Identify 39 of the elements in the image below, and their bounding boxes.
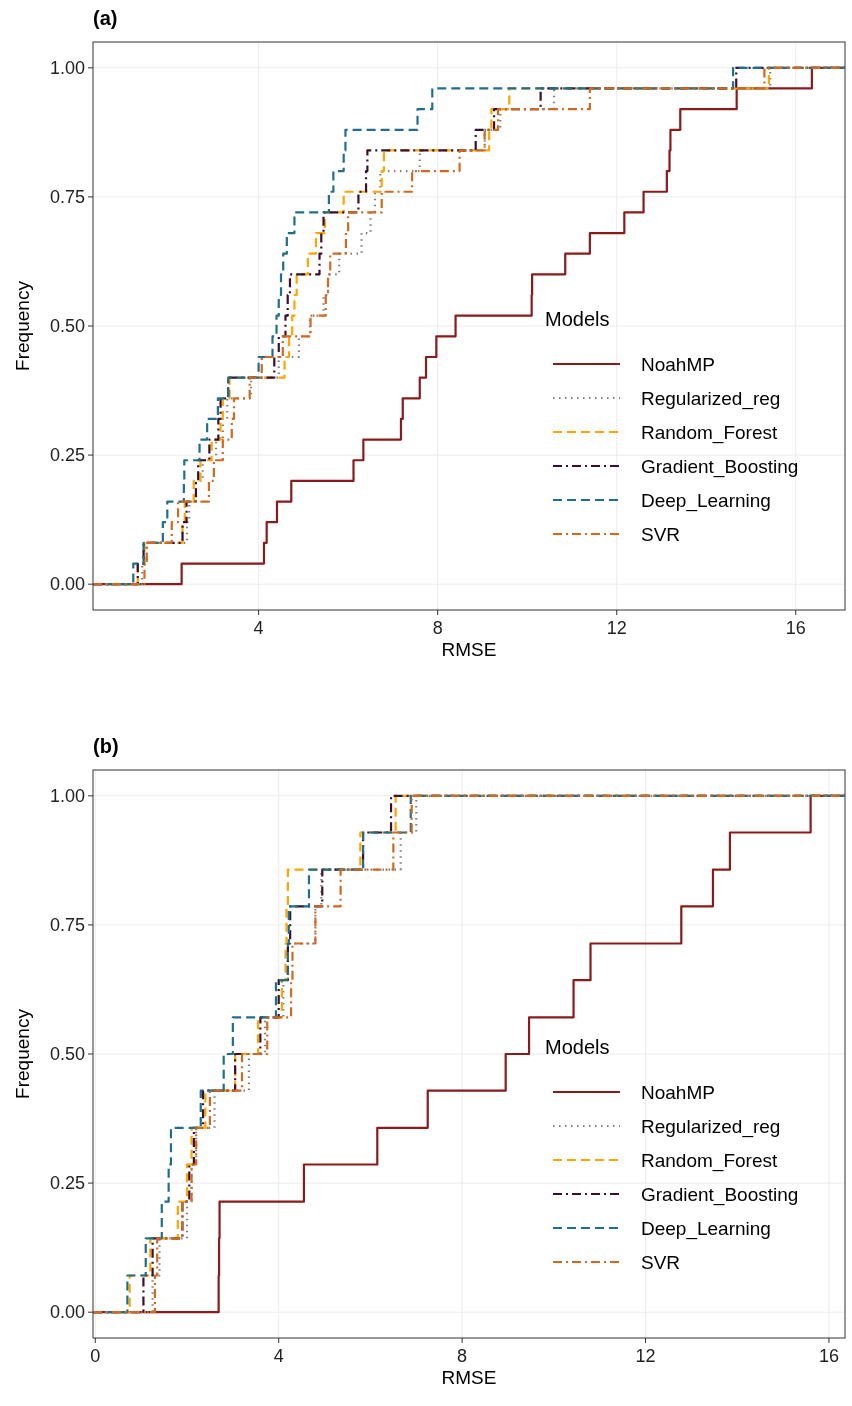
x-axis-title: RMSE <box>441 639 497 660</box>
legend-label: Deep_Learning <box>641 490 771 512</box>
x-tick-label: 16 <box>785 618 806 638</box>
x-tick-label: 12 <box>606 618 627 638</box>
y-tick-label: 0.75 <box>49 186 85 207</box>
legend-title: Models <box>545 308 610 330</box>
legend-label: Deep_Learning <box>641 1218 771 1240</box>
legend-label: SVR <box>641 1252 681 1273</box>
y-axis-title: Frequency <box>12 280 33 371</box>
legend-label: NoahMP <box>641 1082 715 1103</box>
chart-title: (b) <box>93 735 119 757</box>
legend-title: Models <box>545 1036 610 1058</box>
legend-label: Random_Forest <box>641 1150 778 1172</box>
x-axis-title: RMSE <box>441 1367 497 1388</box>
legend-label: SVR <box>641 524 681 545</box>
x-tick-label: 16 <box>818 1346 839 1366</box>
y-tick-label: 0.25 <box>49 1173 85 1194</box>
legend-label: Regularized_reg <box>641 1116 781 1138</box>
legend-label: Gradient_Boosting <box>641 456 799 478</box>
legend-label: Regularized_reg <box>641 388 781 410</box>
x-tick-label: 4 <box>273 1346 284 1366</box>
x-tick-label: 12 <box>635 1346 656 1366</box>
y-tick-label: 0.25 <box>49 445 85 466</box>
x-tick-label: 4 <box>253 618 264 638</box>
y-tick-label: 0.00 <box>49 574 85 595</box>
x-tick-label: 8 <box>457 1346 468 1366</box>
y-tick-label: 0.00 <box>49 1302 85 1323</box>
chart-title: (a) <box>93 7 118 29</box>
y-tick-label: 0.50 <box>49 316 85 336</box>
x-tick-label: 0 <box>90 1346 101 1366</box>
y-tick-label: 0.75 <box>49 914 85 935</box>
legend-label: Gradient_Boosting <box>641 1184 799 1206</box>
y-tick-label: 0.50 <box>49 1044 85 1064</box>
x-tick-label: 8 <box>432 618 443 638</box>
y-tick-label: 1.00 <box>49 57 85 78</box>
legend-label: NoahMP <box>641 354 715 375</box>
y-tick-label: 1.00 <box>49 785 85 806</box>
y-axis-title: Frequency <box>12 1008 33 1099</box>
legend-label: Random_Forest <box>641 422 778 444</box>
